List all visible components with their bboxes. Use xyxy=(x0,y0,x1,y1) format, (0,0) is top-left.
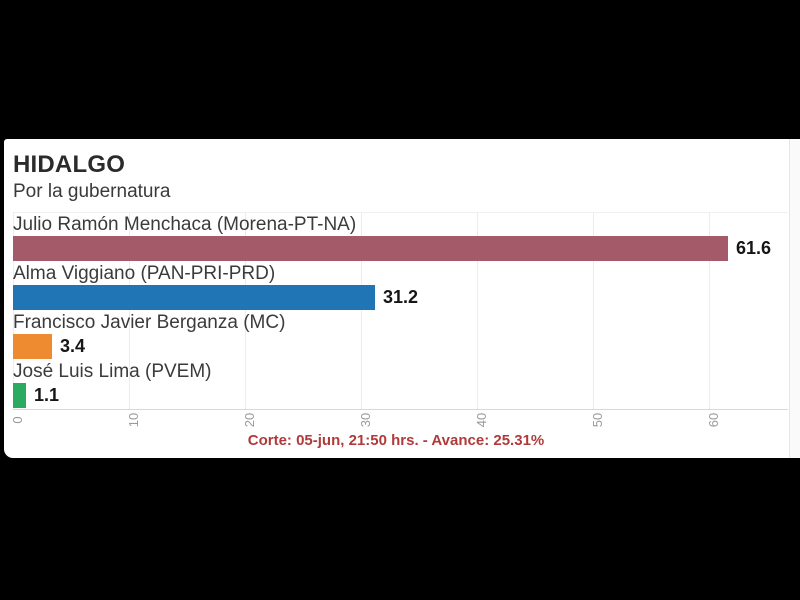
grid-line xyxy=(361,213,362,409)
bar-label: Francisco Javier Berganza (MC) xyxy=(13,312,286,333)
bar-row: Alma Viggiano (PAN-PRI-PRD) 31.2 xyxy=(13,262,788,311)
bar-label: Julio Ramón Menchaca (Morena-PT-NA) xyxy=(13,214,357,235)
x-tick-label: 50 xyxy=(590,412,605,428)
bar-label: José Luis Lima (PVEM) xyxy=(13,361,212,382)
grid-line xyxy=(13,213,14,409)
bar xyxy=(13,334,52,359)
grid-line xyxy=(593,213,594,409)
footer-note: Corte: 05-jun, 21:50 hrs. - Avance: 25.3… xyxy=(247,432,545,449)
bar-value: 1.1 xyxy=(34,385,60,405)
chart-panel: HIDALGO Por la gubernatura Julio Ramón M… xyxy=(4,139,800,458)
chart-title: HIDALGO xyxy=(13,151,126,178)
bar-row: Julio Ramón Menchaca (Morena-PT-NA) 61.6 xyxy=(13,213,788,262)
bar-value: 61.6 xyxy=(736,238,772,258)
bar-row: Francisco Javier Berganza (MC) 3.4 xyxy=(13,311,788,360)
bar-value: 31.2 xyxy=(383,287,419,307)
plot-area: Julio Ramón Menchaca (Morena-PT-NA) 61.6 A… xyxy=(13,212,788,410)
bar xyxy=(13,236,728,261)
grid-line xyxy=(477,213,478,409)
bar-row: José Luis Lima (PVEM) 1.1 xyxy=(13,360,788,409)
bar-rows: Julio Ramón Menchaca (Morena-PT-NA) 61.6 A… xyxy=(13,213,788,409)
right-edge-divider xyxy=(789,139,800,458)
x-tick-label: 0 xyxy=(10,416,25,424)
x-tick-label: 30 xyxy=(358,412,373,428)
bar-value: 3.4 xyxy=(60,336,86,356)
bar xyxy=(13,383,26,408)
grid-line xyxy=(245,213,246,409)
x-tick-label: 40 xyxy=(474,412,489,428)
grid-line xyxy=(709,213,710,409)
x-tick-label: 10 xyxy=(126,412,141,428)
grid-line xyxy=(129,213,130,409)
bar-label: Alma Viggiano (PAN-PRI-PRD) xyxy=(13,263,276,284)
chart-subtitle: Por la gubernatura xyxy=(13,181,171,202)
bar xyxy=(13,285,375,310)
x-tick-label: 20 xyxy=(242,412,257,428)
x-tick-label: 60 xyxy=(706,412,721,428)
